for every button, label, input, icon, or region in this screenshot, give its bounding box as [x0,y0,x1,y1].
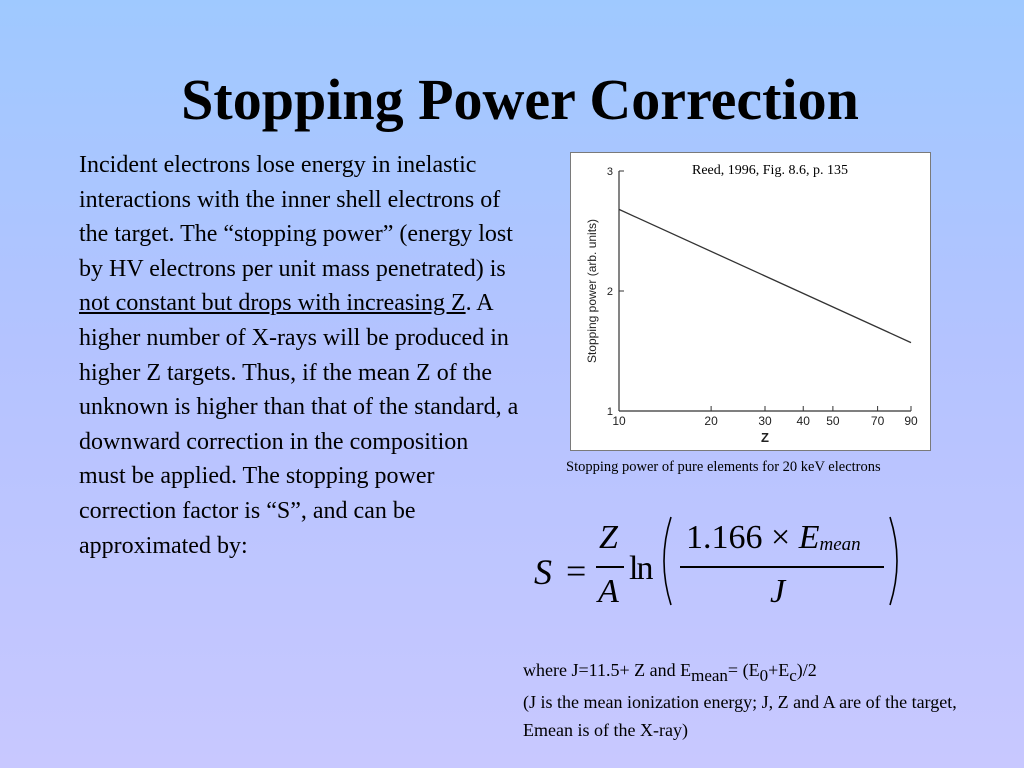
note-sub-mean: mean [691,666,728,685]
stopping-power-equation: S = Z A ln 1.166 × Emean J [528,515,908,610]
x-tick-label: 70 [871,414,885,428]
x-tick-label: 90 [904,414,918,428]
body-paragraph: Incident electrons lose energy in inelas… [79,148,519,563]
equation-coef: 1.166 [686,519,763,556]
note-sub-0: 0 [759,666,769,685]
stopping-power-chart: 1 2 3 10 20 30 40 50 70 90 Z Stopping power (arb. u… [585,166,918,445]
equation-right-paren [889,516,898,606]
note-text-c: +E [768,660,790,680]
y-tick-label: 2 [607,286,613,298]
equation-times: × [771,519,791,556]
note-line-1: where J=11.5+ Z and Emean= (E0+Ec)/2 [523,656,817,690]
stopping-power-line [618,208,912,344]
body-text-part2: . A higher number of X-rays will be prod… [79,290,519,559]
equation-equals: = [566,551,587,591]
x-tick-label: 20 [704,414,718,428]
y-axis-label: Stopping power (arb. units) [585,219,599,363]
y-tick-label: 3 [607,166,613,178]
note-sub-c: c [789,666,797,685]
equation-j: J [770,573,786,610]
slide-title: Stopping Power Correction [181,67,859,132]
figure-source: Reed, 1996, Fig. 8.6, p. 135 [692,163,848,178]
stopping-power-figure: 1 2 3 10 20 30 40 50 70 90 Z Stopping power (arb. u… [570,152,931,451]
equation-numerator: 1.166 × Emean [686,519,861,557]
x-axis-label: Z [761,430,769,445]
equation-left-paren [663,516,672,606]
figure-caption: Stopping power of pure elements for 20 k… [566,459,881,475]
x-tick-label: 40 [797,414,811,428]
equation-ln: ln [629,550,653,587]
equation-s: S [534,552,552,592]
x-tick-label: 50 [826,414,840,428]
equation-z: Z [599,519,618,556]
x-tick-label: 10 [612,414,626,428]
x-tick-label: 30 [758,414,772,428]
equation-a: A [598,573,619,610]
body-text-underlined: not constant but drops with increasing Z [79,290,466,317]
note-text-a: where J=11.5+ Z and E [523,660,692,680]
equation-e-subscript: mean [819,534,861,555]
note-text-b: = (E [727,660,760,680]
note-text-d: )/2 [796,660,817,680]
equation-inner-fraction-bar [680,566,884,568]
equation-fraction-bar [596,566,624,568]
equation-e: E [798,519,820,556]
note-line-2: (J is the mean ionization energy; J, Z a… [523,692,957,740]
body-text-part1: Incident electrons lose energy in inelas… [79,152,513,282]
y-tick-label: 1 [607,406,613,418]
